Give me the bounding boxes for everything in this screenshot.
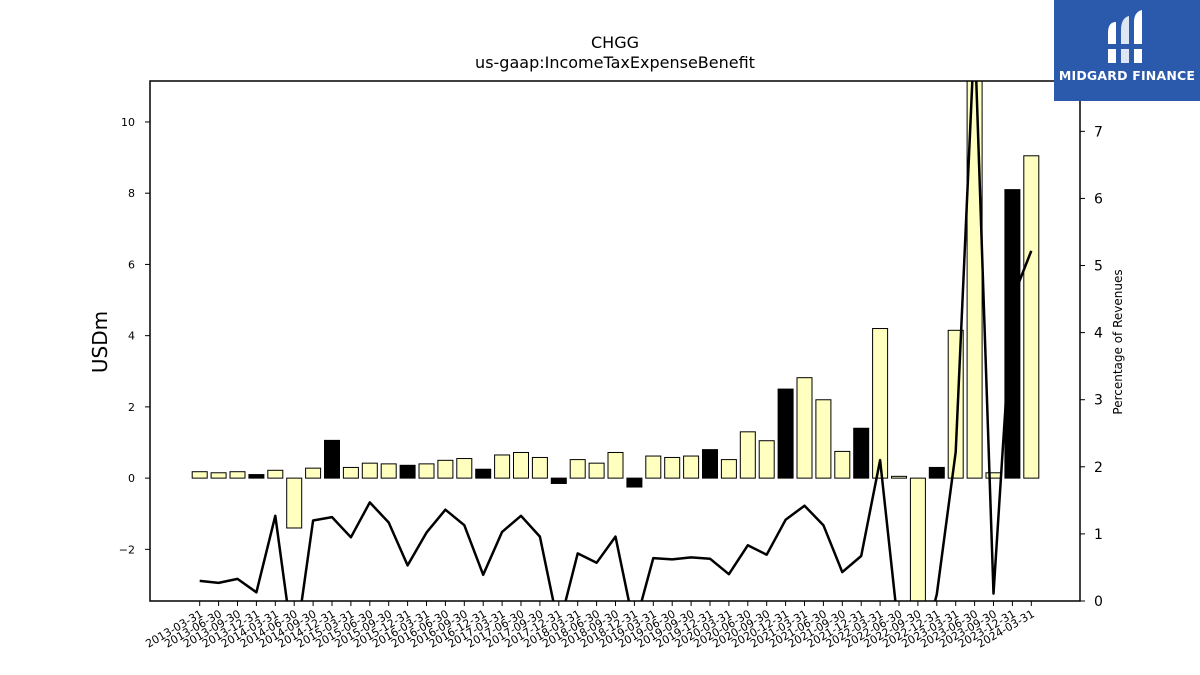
bar-2014-09-30 [305,467,322,479]
revenue-percentage-line [199,81,1033,601]
left-axis-ticks: −2 0 2 4 6 8 10 [119,116,150,556]
y-tick-label: 8 [128,187,135,200]
bar-2014-12-31 [324,439,340,479]
brand-logo: MIDGARD FINANCE [1054,0,1200,101]
bar-2016-09-30 [456,458,473,479]
bar-2021-12-31 [853,427,870,479]
y-tick-label: 2 [128,401,135,414]
y-tick-label: 10 [121,116,135,129]
y-tick-label: −2 [119,543,135,556]
y2-tick-label: 7 [1094,124,1103,140]
bar-2020-09-30 [758,440,775,479]
bar-2018-09-30 [607,451,624,479]
chart-subtitle: us-gaap:IncomeTaxExpenseBenefit [475,53,755,72]
bar-2013-09-30 [229,471,246,479]
bar-2019-12-31 [702,449,718,479]
y-tick-label: 0 [128,472,135,485]
bar-2017-12-31 [550,477,567,484]
y-tick-label: 4 [128,330,135,343]
bar-2019-03-31 [645,455,662,479]
x-axis-ticks: 2013-03-312013-06-302013-09-302013-12-31… [143,601,1037,651]
bar-2017-06-30 [513,451,529,479]
bar-2015-06-30 [361,462,378,479]
y2-tick-label: 1 [1094,527,1103,543]
y2-tick-label: 6 [1094,191,1103,207]
bar-2016-12-31 [475,468,492,479]
y2-tick-label: 5 [1094,259,1103,275]
bar-2015-03-31 [342,466,359,479]
bar-2022-06-30 [891,475,907,479]
bar-2014-03-31 [267,469,284,479]
bar-2015-12-31 [399,464,416,479]
y-axis-label: USDm [88,311,112,373]
bar-2022-12-31 [928,466,945,479]
right-axis-ticks: 0 1 2 3 4 5 6 7 [1080,124,1103,610]
midgard-logo-icon [1108,10,1142,63]
bar-2021-09-30 [834,450,851,479]
bar-2022-09-30 [909,477,926,601]
bar-2017-09-30 [531,456,548,479]
bar-2019-06-30 [664,456,681,479]
y2-axis-label: Percentage of Revenues [1111,269,1125,414]
bar-2020-03-31 [720,459,737,479]
y2-tick-label: 0 [1094,594,1103,610]
y-tick-label: 6 [128,258,135,271]
bar-2020-12-31 [777,388,794,479]
bar-2018-12-31 [626,477,643,488]
bar-2020-06-30 [739,431,756,479]
line-series [199,81,1033,601]
y2-tick-label: 2 [1094,460,1103,476]
bar-2023-12-31 [1004,189,1021,479]
bar-2013-06-30 [210,472,227,479]
bar-2018-06-30 [588,462,605,479]
bar-2019-09-30 [683,455,700,479]
bar-2016-06-30 [437,459,454,479]
bar-2016-03-31 [418,463,435,479]
bar-2017-03-31 [494,454,511,479]
bar-2015-09-30 [380,463,397,479]
chart-title: CHGG [591,33,639,52]
y2-tick-label: 3 [1094,393,1103,409]
bar-2022-03-31 [872,328,889,479]
bar-2013-03-31 [191,471,208,479]
bar-series [191,81,1040,601]
bar-2024-03-31 [1023,155,1040,479]
y2-tick-label: 4 [1094,326,1103,342]
bar-2018-03-31 [569,459,586,479]
bar-2021-06-30 [815,399,832,479]
bar-2013-12-31 [248,474,265,479]
bar-2021-03-31 [796,377,813,479]
brand-name: MIDGARD FINANCE [1058,68,1196,83]
bar-2014-06-30 [286,477,303,529]
